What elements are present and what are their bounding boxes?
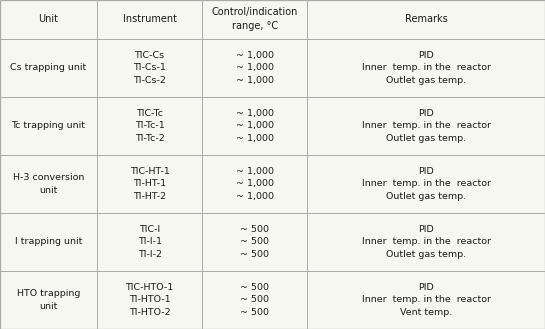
Text: TIC-Cs
TI-Cs-1
TI-Cs-2: TIC-Cs TI-Cs-1 TI-Cs-2 [133, 51, 166, 85]
Text: TIC-I
TI-I-1
TI-I-2: TIC-I TI-I-1 TI-I-2 [137, 225, 162, 259]
Text: Cs trapping unit: Cs trapping unit [10, 63, 87, 72]
Text: Unit: Unit [39, 14, 58, 24]
Text: H-3 conversion
unit: H-3 conversion unit [13, 173, 84, 195]
Text: HTO trapping
unit: HTO trapping unit [17, 289, 80, 311]
Text: Control/indication
range, °C: Control/indication range, °C [211, 8, 298, 31]
Text: PID
Inner  temp. in the  reactor
Outlet gas temp.: PID Inner temp. in the reactor Outlet ga… [362, 51, 490, 85]
Text: ~ 1,000
~ 1,000
~ 1,000: ~ 1,000 ~ 1,000 ~ 1,000 [236, 109, 274, 143]
Text: ~ 1,000
~ 1,000
~ 1,000: ~ 1,000 ~ 1,000 ~ 1,000 [236, 51, 274, 85]
Text: ~ 500
~ 500
~ 500: ~ 500 ~ 500 ~ 500 [240, 225, 269, 259]
Text: Remarks: Remarks [405, 14, 447, 24]
Text: Instrument: Instrument [123, 14, 177, 24]
Text: PID
Inner  temp. in the  reactor
Outlet gas temp.: PID Inner temp. in the reactor Outlet ga… [362, 225, 490, 259]
Text: PID
Inner  temp. in the  reactor
Outlet gas temp.: PID Inner temp. in the reactor Outlet ga… [362, 167, 490, 201]
Text: TIC-HTO-1
TI-HTO-1
TI-HTO-2: TIC-HTO-1 TI-HTO-1 TI-HTO-2 [125, 283, 174, 317]
Text: ~ 1,000
~ 1,000
~ 1,000: ~ 1,000 ~ 1,000 ~ 1,000 [236, 167, 274, 201]
Text: PID
Inner  temp. in the  reactor
Vent temp.: PID Inner temp. in the reactor Vent temp… [362, 283, 490, 317]
Text: TIC-HT-1
TI-HT-1
TI-HT-2: TIC-HT-1 TI-HT-1 TI-HT-2 [130, 167, 169, 201]
Text: ~ 500
~ 500
~ 500: ~ 500 ~ 500 ~ 500 [240, 283, 269, 317]
Text: PID
Inner  temp. in the  reactor
Outlet gas temp.: PID Inner temp. in the reactor Outlet ga… [362, 109, 490, 143]
Text: TIC-Tc
TI-Tc-1
TI-Tc-2: TIC-Tc TI-Tc-1 TI-Tc-2 [135, 109, 165, 143]
Text: Tc trapping unit: Tc trapping unit [11, 121, 86, 130]
Text: I trapping unit: I trapping unit [15, 238, 82, 246]
